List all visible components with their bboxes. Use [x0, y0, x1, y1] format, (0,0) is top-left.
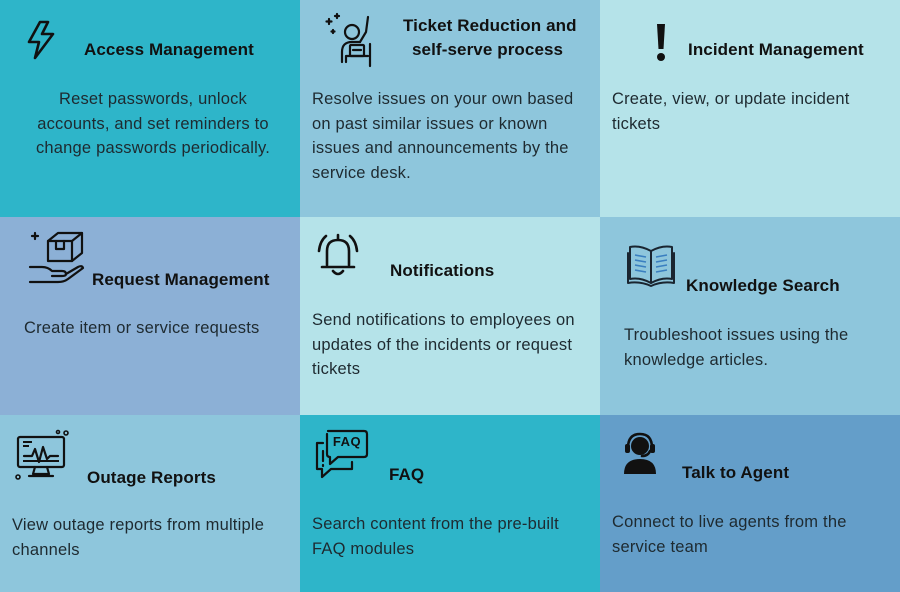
card-title: Talk to Agent [682, 463, 790, 482]
card-title: Access Management [84, 40, 254, 59]
card-description: Create, view, or update incident tickets [612, 90, 850, 133]
card-knowledge-search: Knowledge Search Troubleshoot issues usi… [600, 217, 900, 415]
card-title: Notifications [390, 261, 495, 280]
card-description: Search content from the pre-built FAQ mo… [312, 515, 559, 558]
open-book-icon [626, 243, 676, 287]
box-in-hand-icon [26, 229, 86, 285]
card-description: Resolve issues on your own based on past… [312, 90, 574, 182]
card-description: Send notifications to employees on updat… [312, 311, 575, 378]
card-ticket-reduction: Ticket Reduction and self-serve process … [300, 0, 600, 217]
card-request-management: Request Management Create item or servic… [0, 217, 300, 415]
card-title: Incident Management [688, 40, 864, 59]
card-title-line-1: Ticket Reduction and [403, 16, 577, 35]
card-title: FAQ [389, 465, 425, 484]
agent-headset-icon [620, 431, 660, 475]
card-title-line-2: self-serve process [412, 40, 564, 59]
faq-chat-icon: FAQ [314, 427, 370, 485]
card-talk-to-agent: Talk to Agent Connect to live agents fro… [600, 415, 900, 592]
lightning-icon [24, 20, 58, 60]
faq-icon-text: FAQ [332, 434, 362, 449]
bell-icon [314, 231, 362, 279]
card-title: Knowledge Search [686, 276, 840, 295]
card-outage-reports: Outage Reports View outage reports from … [0, 415, 300, 592]
card-faq: FAQ FAQ Search content from the pre-buil… [300, 415, 600, 592]
card-notifications: Notifications Send notifications to empl… [300, 217, 600, 415]
card-description: View outage reports from multiple channe… [12, 516, 265, 559]
card-access-management: Access Management Reset passwords, unloc… [0, 0, 300, 217]
card-title: Outage Reports [87, 468, 216, 487]
card-description: Troubleshoot issues using the knowledge … [624, 326, 849, 369]
card-title: Request Management [92, 270, 270, 289]
card-incident-management: Incident Management Create, view, or upd… [600, 0, 900, 217]
exclamation-icon [654, 22, 668, 64]
self-serve-person-icon [324, 12, 380, 68]
card-description: Reset passwords, unlock accounts, and se… [35, 90, 271, 157]
card-description: Create item or service requests [24, 319, 260, 337]
card-description: Connect to live agents from the service … [612, 513, 847, 556]
monitor-pulse-icon [14, 429, 70, 481]
